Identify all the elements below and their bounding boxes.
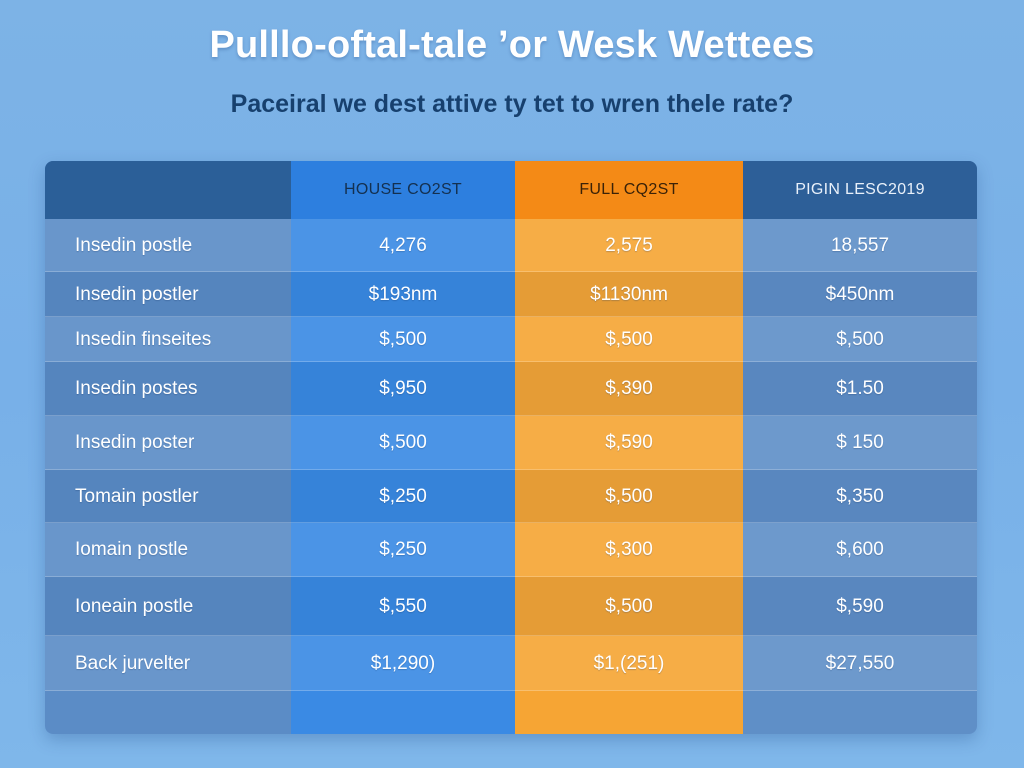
table-row — [45, 416, 977, 470]
row-divider — [45, 361, 977, 362]
row-divider — [45, 316, 977, 317]
cell-full-cost: $,390 — [605, 378, 653, 399]
cell-house-cost: $1,290) — [370, 652, 436, 674]
table-row — [45, 219, 977, 272]
table-row — [45, 362, 977, 416]
row-label: Iomain postle — [75, 539, 189, 560]
row-label: Insedin poster — [75, 432, 195, 453]
cell-pigin: 18,557 — [830, 234, 890, 256]
cell-house-cost: $,250 — [379, 539, 427, 560]
cell-full-cost: $1,(251) — [593, 652, 665, 674]
cell-pigin: $1.50 — [836, 378, 884, 399]
page-title: Pulllo-oftal-tale ’or Wesk Wettees — [209, 24, 815, 66]
cell-house-cost: $,550 — [379, 595, 427, 617]
row-label: Tomain postler — [75, 485, 199, 507]
cell-full-cost: $1130nm — [590, 283, 668, 305]
table-row — [45, 470, 977, 523]
row-label: Back jurvelter — [75, 652, 191, 674]
header-cell-house-cost: HOUSE CO2ST — [291, 161, 515, 219]
cell-house-cost: $,500 — [379, 328, 427, 350]
cell-house-cost: 4,276 — [379, 234, 427, 256]
row-divider — [45, 576, 977, 577]
house-cost-column — [291, 161, 515, 734]
cell-house-cost: $,950 — [379, 378, 427, 399]
cell-pigin: $,600 — [836, 539, 884, 560]
row-label: Ioneain postle — [75, 595, 194, 617]
cell-full-cost: $,500 — [605, 485, 653, 507]
row-divider — [45, 271, 977, 272]
cell-full-cost: $,300 — [605, 539, 653, 560]
table-row — [45, 523, 977, 577]
row-divider — [45, 690, 977, 691]
cell-full-cost: $,500 — [605, 328, 653, 350]
row-divider — [45, 635, 977, 636]
table-row — [45, 577, 977, 636]
row-label-column — [45, 161, 291, 734]
cell-pigin: $27,550 — [825, 652, 895, 674]
header-cell-full-cost: FULL CQ2ST — [515, 161, 743, 219]
full-cost-column — [515, 161, 743, 734]
comparison-table: Insedin postle 4,276 2,575 18,557 Insedin po… — [45, 161, 977, 734]
cell-house-cost: $,500 — [379, 432, 427, 453]
table-row — [45, 636, 977, 691]
row-label: Insedin postle — [75, 234, 193, 256]
cell-house-cost: $,250 — [379, 485, 427, 507]
page-subtitle: Paceiral we dest attive ty tet to wren t… — [230, 90, 794, 118]
row-label: Insedin finseites — [75, 328, 212, 350]
header-cell-pigin: PIGIN LESC2019 — [743, 161, 977, 219]
cell-full-cost: 2,575 — [605, 234, 653, 256]
row-divider — [45, 469, 977, 470]
cell-house-cost: $193nm — [368, 283, 438, 305]
pigin-column — [743, 161, 977, 734]
cell-pigin: $ 150 — [836, 432, 884, 453]
table-row — [45, 272, 977, 317]
row-divider — [45, 522, 977, 523]
table-row — [45, 317, 977, 362]
row-divider — [45, 415, 977, 416]
cell-full-cost: $,590 — [605, 432, 653, 453]
cell-pigin: $,350 — [836, 485, 884, 507]
cell-pigin: $450nm — [825, 283, 895, 305]
cell-pigin: $,500 — [836, 328, 884, 350]
cell-pigin: $,590 — [836, 595, 884, 617]
cell-full-cost: $,500 — [605, 595, 653, 617]
row-label: Insedin postes — [75, 378, 198, 399]
header-cell-label — [45, 161, 291, 219]
row-label: Insedin postler — [75, 283, 199, 305]
